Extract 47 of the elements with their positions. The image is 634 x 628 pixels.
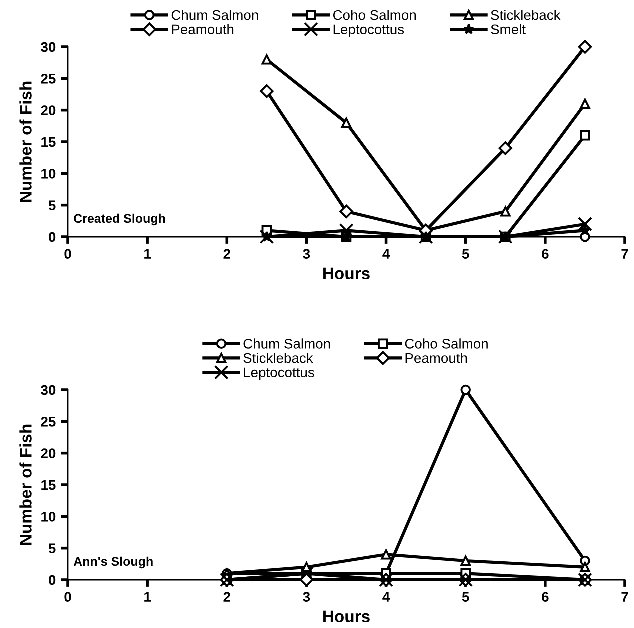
x-axis-title: Hours (324, 610, 370, 623)
y-tick-label: 30 (41, 385, 56, 396)
y-tick-label: 10 (42, 169, 56, 179)
x-tick-label: 6 (542, 592, 549, 602)
legend-label: Stickleback (244, 352, 314, 364)
y-tick-label: 5 (48, 544, 56, 554)
annotation: Ann's Slough (74, 556, 153, 569)
y-axis-title: Number of Fish (20, 424, 32, 545)
legend-label: Leptocottus (334, 24, 404, 38)
x-tick-label: 3 (303, 592, 310, 602)
legend-label: Chum Salmon (172, 10, 258, 20)
x-tick-label: 2 (224, 249, 230, 259)
y-tick-label: 25 (41, 417, 56, 427)
legend-label: Coho Salmon (333, 10, 416, 20)
legend-label: Chum Salmon (244, 338, 330, 349)
x-tick-label: 2 (224, 592, 230, 602)
y-tick-label: 25 (41, 74, 56, 84)
y-tick-label: 5 (48, 200, 56, 211)
legend-label: Coho Salmon (405, 338, 488, 349)
x-tick-label: 7 (622, 249, 628, 259)
x-tick-label: 5 (462, 249, 470, 260)
y-tick-label: 0 (49, 232, 56, 242)
legend-label: Stickleback (491, 10, 561, 20)
legend-label: Leptocottus (244, 368, 314, 380)
x-tick-label: 1 (144, 592, 152, 602)
y-tick-label: 20 (41, 106, 56, 116)
x-tick-label: 3 (303, 249, 310, 260)
x-tick-label: 5 (462, 592, 470, 602)
y-axis-title: Number of Fish (20, 82, 32, 202)
x-tick-label: 0 (64, 249, 72, 260)
legend-label: Smelt (491, 24, 526, 35)
y-tick-label: 0 (49, 575, 56, 586)
x-tick-label: 1 (144, 249, 152, 259)
annotation: Created Slough (74, 214, 166, 226)
y-tick-label: 20 (41, 448, 56, 459)
y-tick-label: 10 (42, 512, 56, 522)
x-tick-label: 4 (382, 592, 390, 602)
x-tick-label: 0 (64, 592, 72, 602)
x-tick-label: 4 (382, 249, 390, 259)
y-tick-label: 15 (42, 137, 56, 148)
x-axis-title: Hours (324, 268, 370, 280)
legend-label: Peamouth (406, 352, 468, 364)
y-tick-label: 30 (41, 42, 56, 52)
y-tick-label: 15 (42, 480, 56, 490)
legend-label: Peamouth (172, 24, 234, 35)
x-tick-label: 6 (542, 249, 549, 260)
x-tick-label: 7 (622, 592, 628, 602)
